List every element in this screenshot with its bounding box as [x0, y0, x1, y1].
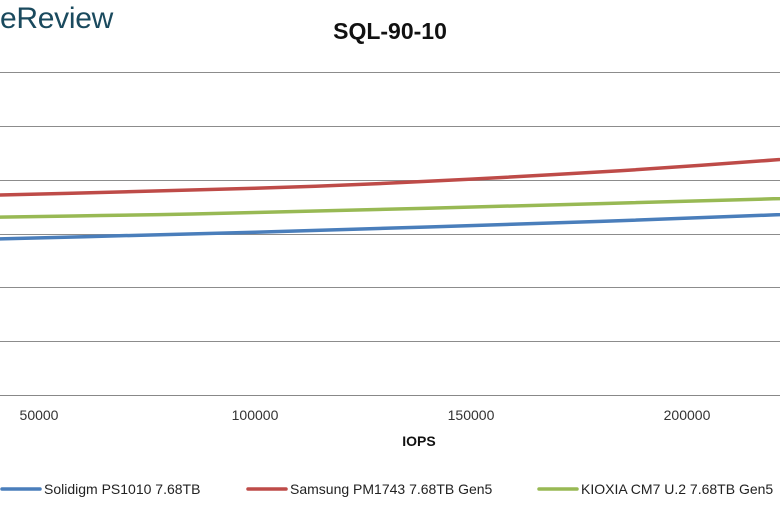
series-line-3	[0, 196, 780, 219]
x-tick-label: 200000	[664, 407, 711, 423]
series-line-2	[0, 157, 780, 197]
x-axis-ticks: 5000010000015000020000025000030000035000…	[20, 407, 711, 423]
legend-label-3: KIOXIA CM7 U.2 7.68TB Gen5	[581, 481, 773, 497]
x-tick-label: 50000	[20, 407, 59, 423]
brand-logo: eReview	[0, 2, 113, 35]
series-lines	[0, 157, 780, 241]
x-tick-label: 150000	[448, 407, 495, 423]
gridlines	[0, 72, 780, 396]
legend-label-2: Samsung PM1743 7.68TB Gen5	[290, 481, 493, 497]
series-line-1	[0, 212, 780, 241]
x-axis-label: IOPS	[402, 433, 435, 449]
legend-label-1: Solidigm PS1010 7.68TB	[44, 481, 200, 497]
chart-title: SQL-90-10	[333, 18, 447, 44]
legend: Solidigm PS1010 7.68TB Samsung PM1743 7.6…	[0, 481, 773, 497]
x-tick-label: 100000	[232, 407, 279, 423]
